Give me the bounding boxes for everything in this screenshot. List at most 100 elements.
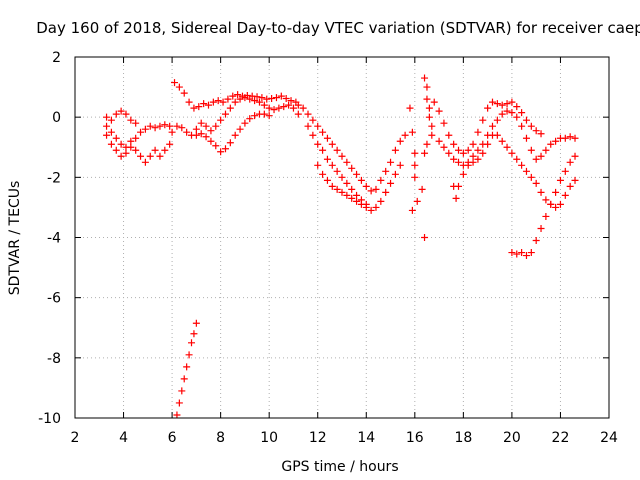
data-point [411, 173, 419, 181]
data-point [251, 112, 259, 120]
data-point [561, 167, 569, 175]
data-point [224, 95, 232, 103]
data-point [532, 179, 540, 187]
data-point [498, 137, 506, 145]
data-point [421, 234, 429, 241]
data-point [464, 146, 472, 154]
x-tick-label: 22 [552, 430, 570, 446]
data-point [141, 125, 149, 133]
data-point [289, 104, 297, 112]
data-point [127, 116, 135, 124]
data-point [532, 127, 540, 135]
data-point [474, 128, 482, 136]
chart-title: Day 160 of 2018, Sidereal Day-to-day VTE… [36, 19, 640, 37]
data-point [406, 104, 414, 112]
data-point [294, 101, 302, 109]
data-point [435, 137, 443, 145]
data-point [418, 185, 426, 193]
data-point [272, 94, 280, 102]
data-point [353, 170, 361, 178]
data-point [185, 351, 193, 359]
data-point [357, 200, 365, 208]
data-point [484, 140, 492, 148]
data-point [255, 98, 263, 106]
data-point [197, 130, 205, 138]
data-point [268, 95, 276, 103]
x-tick-label: 12 [309, 430, 327, 446]
data-point [265, 112, 273, 120]
data-point [200, 100, 208, 108]
data-point [161, 146, 169, 154]
data-point [192, 319, 200, 327]
data-point [455, 158, 463, 166]
data-point [522, 167, 530, 175]
data-point [522, 252, 530, 260]
data-point [503, 143, 511, 151]
data-point [168, 128, 176, 136]
data-point [207, 137, 215, 145]
data-point [229, 92, 237, 100]
data-point [348, 164, 356, 172]
data-point [173, 411, 181, 419]
data-point [532, 155, 540, 163]
data-point [527, 146, 535, 154]
data-point [527, 122, 535, 130]
data-point [173, 122, 181, 130]
data-point [178, 124, 186, 132]
data-point [450, 140, 458, 148]
x-tick-label: 20 [503, 430, 521, 446]
data-point [192, 125, 200, 133]
y-tick-label: -2 [47, 170, 61, 186]
data-point [430, 98, 438, 106]
data-point [146, 152, 154, 160]
data-point [423, 95, 431, 103]
x-tick-label: 18 [454, 430, 472, 446]
data-point [166, 140, 174, 148]
data-point [323, 134, 331, 142]
data-point [513, 103, 521, 111]
data-point [217, 148, 225, 156]
data-point [212, 122, 220, 130]
data-point [112, 146, 120, 154]
data-point [362, 182, 370, 190]
data-point [479, 116, 487, 124]
data-point [508, 109, 516, 117]
data-point [493, 131, 501, 139]
data-point [571, 134, 579, 142]
data-point [192, 131, 200, 139]
data-point [367, 206, 375, 214]
data-point [464, 161, 472, 169]
data-point [425, 113, 433, 121]
data-point [333, 146, 341, 154]
data-point [122, 149, 130, 157]
x-axis-label: GPS time / hours [281, 459, 398, 475]
data-point [338, 188, 346, 196]
data-point [387, 158, 395, 166]
data-point [556, 176, 564, 184]
data-point [387, 179, 395, 187]
data-point [285, 101, 293, 109]
data-point [508, 249, 516, 257]
data-point [423, 140, 431, 148]
data-point [175, 399, 183, 407]
data-point [231, 131, 239, 139]
data-point [202, 122, 210, 130]
data-point [474, 155, 482, 163]
data-point [455, 182, 463, 190]
data-point [323, 176, 331, 184]
x-tick-label: 16 [406, 430, 424, 446]
data-point [428, 131, 436, 139]
data-point [287, 97, 295, 105]
data-point [348, 185, 356, 193]
data-point [260, 101, 268, 109]
data-point [188, 339, 196, 347]
data-point [122, 110, 130, 118]
data-point [112, 134, 120, 142]
data-point [537, 152, 545, 160]
data-point [205, 101, 212, 109]
data-point [488, 98, 496, 106]
data-point [314, 122, 322, 130]
data-point [309, 116, 317, 124]
data-point [357, 176, 365, 184]
